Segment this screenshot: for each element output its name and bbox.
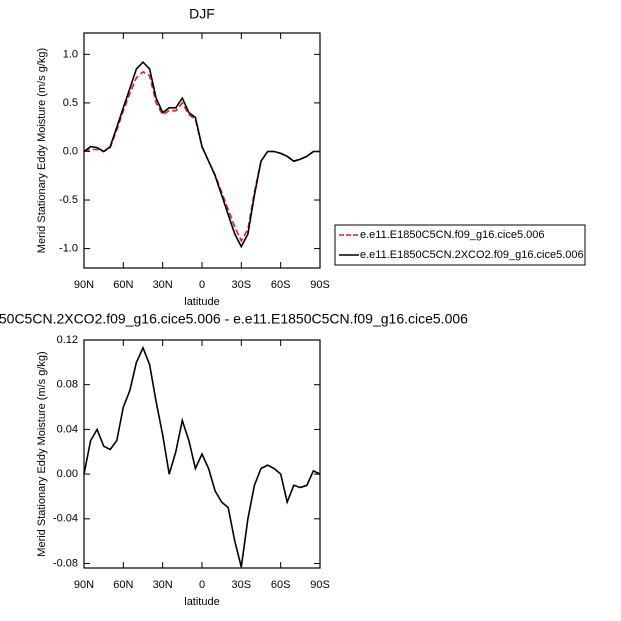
data-line: [83, 70, 320, 243]
x-tick-label: 30N: [153, 579, 173, 591]
y-tick-label: -1.0: [59, 242, 78, 254]
y-tick-label: -0.08: [53, 557, 78, 569]
x-tick-label: 60N: [113, 579, 133, 591]
legend-label: e.e11.E1850C5CN.2XCO2.f09_g16.cice5.006: [360, 249, 584, 261]
x-tick-label: 60S: [271, 279, 291, 291]
y-axis-label: Merid Stationary Eddy Moisture (m/s g/kg…: [36, 48, 48, 253]
x-tick-label: 60N: [113, 279, 133, 291]
y-tick-label: -0.04: [53, 513, 78, 525]
x-tick-label: 30S: [232, 579, 252, 591]
chart-title: DJF: [189, 6, 215, 22]
chart-title: e.e11.E1850C5CN.2XCO2.f09_g16.cice5.006 …: [0, 311, 468, 327]
y-tick-label: 0.04: [57, 423, 78, 435]
y-tick-label: 0.08: [57, 379, 78, 391]
x-axis-label: latitude: [184, 296, 219, 308]
x-tick-label: 0: [199, 279, 205, 291]
y-tick-label: 0.0: [63, 145, 78, 157]
x-tick-label: 90S: [310, 579, 330, 591]
data-line: [83, 60, 320, 249]
x-tick-label: 30S: [232, 279, 252, 291]
y-axis-label: Merid Stationary Eddy Moisture (m/s g/kg…: [36, 351, 48, 556]
y-tick-label: -0.5: [59, 194, 78, 206]
x-tick-label: 30N: [153, 279, 173, 291]
y-tick-label: 1.0: [63, 48, 78, 60]
x-tick-label: 90N: [74, 579, 94, 591]
legend-frame: [334, 224, 586, 266]
legend-label: e.e11.E1850C5CN.f09_g16.cice5.006: [360, 229, 545, 241]
x-axis-label: latitude: [184, 596, 219, 608]
x-tick-label: 60S: [271, 579, 291, 591]
y-tick-label: 0.12: [57, 334, 78, 346]
plot-frame: [83, 339, 321, 569]
y-tick-label: 0.00: [57, 468, 78, 480]
x-tick-label: 90S: [310, 279, 330, 291]
data-line: [83, 345, 321, 568]
y-tick-label: 0.5: [63, 97, 78, 109]
x-tick-label: 0: [199, 579, 205, 591]
x-tick-label: 90N: [74, 279, 94, 291]
plot-frame: [83, 32, 321, 269]
